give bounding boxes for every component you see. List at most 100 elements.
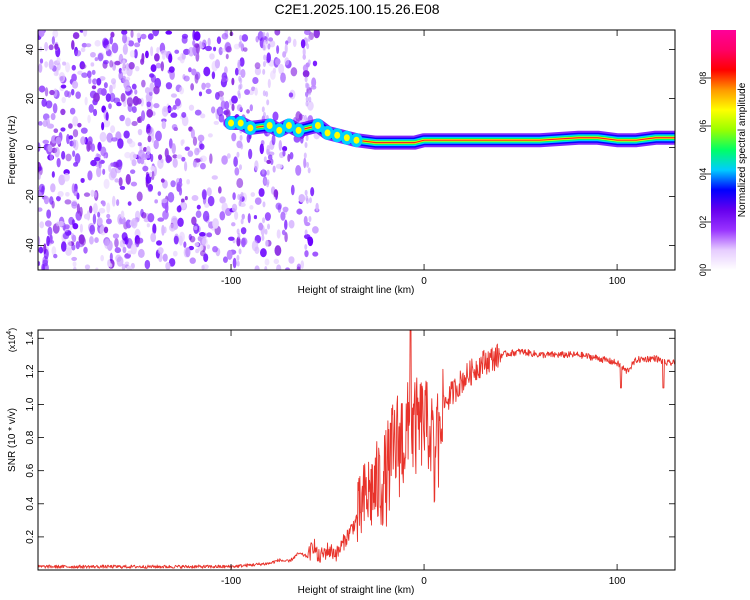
spectrogram-noise-blob bbox=[172, 158, 178, 168]
colorbar-ticks: 0.0 0.2 0.4 0.6 0.8 bbox=[698, 72, 711, 276]
spectrogram-noise-blob bbox=[49, 89, 55, 96]
spectrogram-noise-blob bbox=[81, 42, 87, 48]
spectrogram-noise-blob bbox=[53, 71, 59, 77]
spectrogram-noise-blob bbox=[232, 257, 237, 269]
spectrogram-noise-blob bbox=[141, 110, 146, 122]
spectrogram-noise-blob bbox=[304, 189, 308, 196]
colorbar-tick-label: 0.6 bbox=[698, 120, 708, 133]
spectrogram-noise-blob bbox=[56, 221, 60, 227]
spectrogram-noise-blob bbox=[140, 158, 145, 165]
spectrogram-noise-blob bbox=[233, 156, 238, 167]
spectrogram-noise-blob bbox=[236, 151, 240, 158]
spectrogram-noise-blob bbox=[241, 213, 245, 220]
spectrogram-noise-blob bbox=[121, 67, 128, 75]
spectrogram-noise-blob bbox=[76, 203, 81, 214]
spectrogram-noise-blob bbox=[261, 106, 265, 113]
spectrogram-noise-blob bbox=[83, 192, 91, 197]
spectrogram-noise-blob bbox=[264, 228, 268, 235]
spectrogram-noise-blob bbox=[110, 162, 115, 167]
spectrogram-noise-blob bbox=[207, 37, 211, 47]
spectrogram-noise-blob bbox=[106, 132, 114, 143]
spectrogram-noise-blob bbox=[71, 256, 78, 262]
spectrogram-noise-blob bbox=[93, 108, 98, 117]
spectrogram-noise-blob bbox=[39, 58, 44, 64]
spectrogram-noise-blob bbox=[142, 146, 148, 152]
spectrogram-noise-blob bbox=[72, 129, 79, 138]
spectrogram-noise-blob bbox=[168, 66, 175, 73]
spectrogram-noise-blob bbox=[296, 266, 301, 270]
spectrogram-noise-blob bbox=[284, 219, 288, 230]
spectrogram-noise-blob bbox=[248, 148, 253, 160]
spectrogram-noise-blob bbox=[271, 134, 276, 146]
spectrogram-noise-blob bbox=[305, 135, 309, 142]
spectrogram-noise-blob bbox=[136, 116, 141, 124]
spectrogram-noise-blob bbox=[101, 200, 106, 207]
spectrogram-noise-blob bbox=[284, 43, 288, 54]
spectrogram-noise-blob bbox=[266, 159, 272, 164]
spectrogram-noise-blob bbox=[168, 138, 173, 149]
spectrogram-noise-blob bbox=[172, 154, 178, 159]
spectrogram-noise-blob bbox=[162, 53, 166, 60]
spectrogram-noise-blob bbox=[52, 30, 59, 38]
spectrogram-noise-blob bbox=[240, 191, 244, 198]
spectrogram-noise-blob bbox=[212, 218, 219, 229]
spectrogram-noise-blob bbox=[121, 30, 128, 35]
spectrogram-noise-blob bbox=[237, 90, 241, 97]
spectrogram-noise-blob bbox=[305, 197, 309, 204]
spectrogram-noise-blob bbox=[38, 166, 43, 171]
spectrogram-noise-blob bbox=[165, 262, 171, 270]
spectrogram-noise-blob bbox=[238, 164, 242, 171]
spectrogram-noise-blob bbox=[303, 157, 307, 169]
spectrogram-noise-blob bbox=[288, 256, 295, 264]
spectrogram-noise-blob bbox=[282, 146, 288, 152]
spectrogram-noise-blob bbox=[292, 38, 297, 48]
spectrogram-noise-blob bbox=[44, 220, 52, 227]
spectrogram-noise-blob bbox=[105, 93, 112, 102]
spectrogram-noise-blob bbox=[126, 96, 134, 107]
spectrogram-noise-blob bbox=[180, 198, 185, 203]
spectrogram-noise-blob bbox=[96, 77, 102, 86]
spectrogram-noise-blob bbox=[304, 243, 308, 250]
spectrogram-noise-blob bbox=[144, 259, 151, 270]
spectrogram-noise-blob bbox=[88, 77, 92, 85]
spectrogram-noise-blob bbox=[172, 250, 178, 257]
spectrogram-noise-blob bbox=[130, 181, 138, 187]
spectrogram-y-tick-label: -20 bbox=[25, 189, 36, 204]
spectrogram-noise-blob bbox=[211, 71, 216, 80]
spectrogram-noise-blob bbox=[59, 76, 64, 81]
spectrogram-noise-blob bbox=[122, 43, 128, 55]
spectrogram-noise-blob bbox=[211, 175, 218, 180]
spectrogram-noise-blob bbox=[199, 162, 206, 170]
spectrogram-noise-blob bbox=[96, 217, 103, 226]
snr-y-tick-label: 0.2 bbox=[25, 530, 36, 544]
spectrogram-noise-blob bbox=[103, 119, 111, 128]
spectrogram-noise-blob bbox=[161, 224, 165, 236]
spectrogram-noise-blob bbox=[137, 128, 143, 136]
snr-y-tick-label: 0.8 bbox=[25, 430, 36, 444]
spectrogram-noise-blob bbox=[183, 241, 187, 248]
spectrogram-noise-blob bbox=[136, 191, 143, 202]
spectrogram-noise-blob bbox=[285, 267, 290, 270]
spectrogram-noise-blob bbox=[207, 133, 213, 138]
spectrogram-noise-blob bbox=[104, 238, 110, 249]
spectrogram-noise-blob bbox=[116, 256, 124, 267]
spectrogram-ridge-blob bbox=[324, 129, 331, 137]
spectrogram-noise-blob bbox=[48, 59, 54, 70]
spectrogram-noise-blob bbox=[84, 96, 88, 106]
spectrogram-noise-blob bbox=[108, 171, 116, 181]
spectrogram-noise-blob bbox=[180, 202, 187, 210]
spectrogram-noise-blob bbox=[129, 50, 136, 58]
spectrogram-noise-blob bbox=[275, 163, 283, 169]
spectrogram-noise-blob bbox=[41, 98, 47, 107]
spectrogram-noise-blob bbox=[288, 92, 294, 98]
spectrogram-noise-blob bbox=[119, 239, 126, 248]
spectrogram-noise-blob bbox=[73, 266, 77, 270]
spectrogram-noise-blob bbox=[270, 158, 274, 165]
spectrogram-noise-blob bbox=[125, 117, 131, 127]
spectrogram-noise-blob bbox=[236, 254, 240, 261]
spectrogram-noise-blob bbox=[71, 244, 76, 251]
spectrogram-noise-blob bbox=[184, 146, 190, 151]
spectrogram-noise-blob bbox=[44, 41, 49, 52]
spectrogram-noise-blob bbox=[307, 59, 311, 66]
